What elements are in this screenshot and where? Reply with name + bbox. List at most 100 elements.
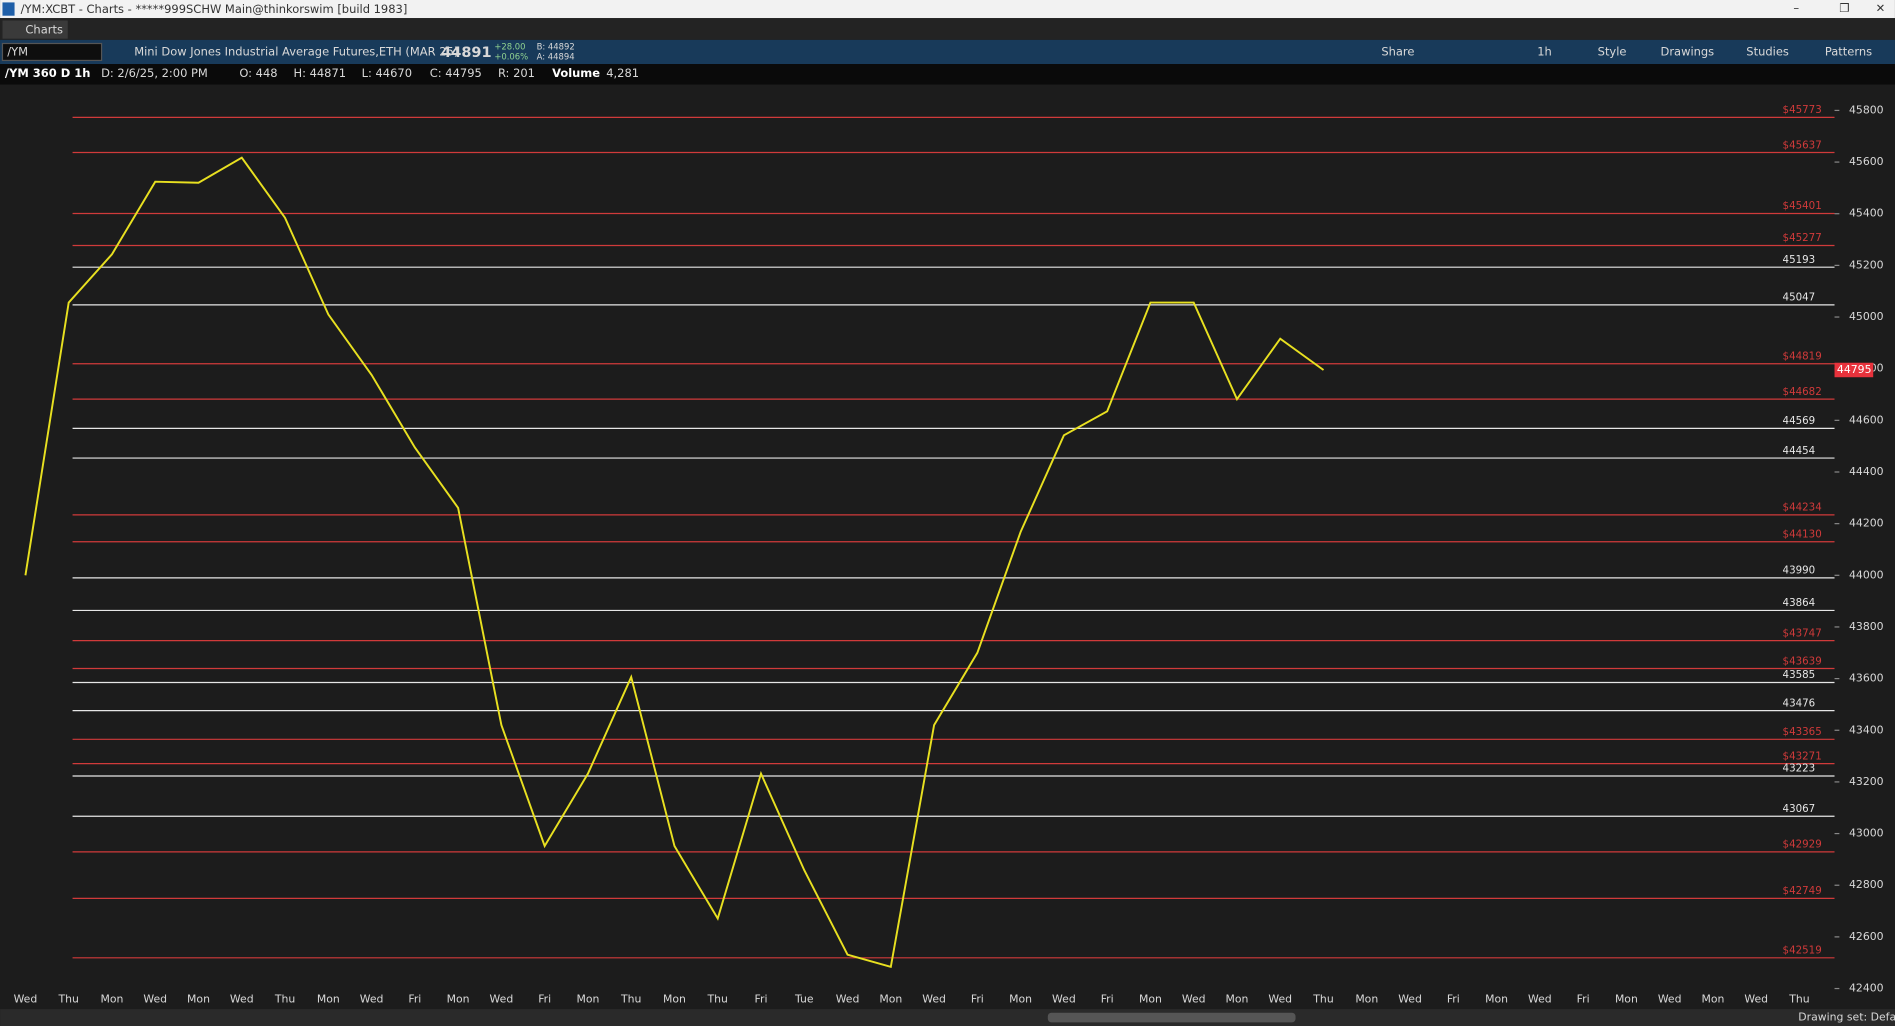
x-tick-label: Thu [620, 992, 641, 1005]
price-level-label: $45637 [1783, 139, 1822, 151]
x-tick-label: Thu [57, 992, 78, 1005]
x-tick-label: Tue [794, 992, 814, 1005]
price-level-label: $42929 [1783, 839, 1822, 851]
y-tick-label: 44000 [1849, 568, 1884, 581]
window-title: /YM:XCBT - Charts - *****999SCHW Main@th… [21, 2, 408, 16]
info-row [0, 64, 1895, 85]
x-tick-label: Mon [1139, 992, 1162, 1005]
y-tick-label: 43600 [1849, 672, 1884, 685]
symbol: /YM [7, 44, 28, 58]
x-tick-label: Fri [971, 992, 984, 1005]
price-level-label: $45401 [1783, 200, 1822, 212]
toolbar [0, 39, 1895, 65]
time-axis [0, 988, 1895, 1010]
x-tick-label: Mon [663, 992, 686, 1005]
x-tick-label: Fri [408, 992, 421, 1005]
x-tick-label: Wed [14, 992, 38, 1005]
y-tick-label: 42400 [1849, 982, 1884, 995]
x-tick-label: Mon [187, 992, 210, 1005]
x-tick-label: Mon [1226, 992, 1249, 1005]
price-line [24, 156, 1325, 969]
price-level-label: $43271 [1783, 750, 1822, 762]
change: +28.00 [494, 42, 525, 52]
x-tick-label: Mon [447, 992, 470, 1005]
tab-row [0, 18, 1895, 40]
price-level-label: $45277 [1783, 232, 1822, 244]
toolbar-button[interactable]: Patterns [1825, 44, 1872, 58]
app-icon [2, 2, 15, 16]
toolbar-button[interactable]: 1h [1537, 44, 1552, 58]
y-tick-label: 43200 [1849, 775, 1884, 788]
charts-tab[interactable] [2, 20, 68, 39]
x-tick-label: Wed [230, 992, 254, 1005]
x-tick-label: Wed [1744, 992, 1768, 1005]
price-axis [1834, 84, 1895, 989]
x-tick-label: Mon [1355, 992, 1378, 1005]
x-tick-label: Wed [1268, 992, 1292, 1005]
y-tick-label: 43000 [1849, 827, 1884, 840]
y-tick-label: 45000 [1849, 310, 1884, 323]
y-tick-label: 44400 [1849, 465, 1884, 478]
x-tick-label: Fri [755, 992, 768, 1005]
y-tick-label: 45200 [1849, 258, 1884, 271]
x-tick-label: Mon [1615, 992, 1638, 1005]
info-item: D: 2/6/25, 2:00 PM [101, 66, 208, 80]
x-tick-label: Fri [538, 992, 551, 1005]
price-level-label: $44819 [1783, 351, 1822, 363]
x-tick-label: Wed [143, 992, 167, 1005]
x-tick-label: Mon [1485, 992, 1508, 1005]
x-tick-label: Wed [1398, 992, 1422, 1005]
bid: B: 44892 [537, 42, 575, 52]
toolbar-button[interactable]: Style [1598, 44, 1627, 58]
change-pct: +0.06% [494, 51, 528, 61]
price-level-label: $43365 [1783, 726, 1822, 738]
toolbar-button[interactable]: Share [1381, 44, 1414, 58]
drawing-set: Drawing set: Default [1798, 1011, 1895, 1024]
price-level-label: $45773 [1783, 104, 1822, 116]
price-level-label: $44682 [1783, 386, 1822, 398]
info-item: 4,281 [606, 66, 639, 80]
x-tick-label: Wed [922, 992, 946, 1005]
x-tick-label: Wed [1052, 992, 1076, 1005]
scroll-thumb[interactable] [1047, 1012, 1296, 1023]
info-item: Volume [552, 66, 600, 80]
y-tick-label: 45800 [1849, 103, 1884, 116]
info-item: O: 448 [239, 66, 277, 80]
x-tick-label: Fri [1577, 992, 1590, 1005]
x-tick-label: Thu [1788, 992, 1809, 1005]
x-tick-label: Wed [490, 992, 514, 1005]
close-button[interactable]: ✕ [1876, 1, 1886, 15]
x-tick-label: Wed [1182, 992, 1206, 1005]
x-tick-label: Thu [707, 992, 728, 1005]
maximize-button[interactable]: ❐ [1839, 1, 1849, 15]
plot-area [0, 84, 1835, 989]
description: Mini Dow Jones Industrial Average Future… [134, 44, 458, 58]
tab-label: Charts [25, 23, 63, 37]
price-level-label: 43067 [1783, 803, 1816, 815]
price-level-label: $43639 [1783, 655, 1822, 667]
price-level-label: 43585 [1783, 669, 1816, 681]
price-level-label: 43223 [1783, 763, 1816, 775]
price-level-label: 44454 [1783, 445, 1816, 457]
price-level-label: 43864 [1783, 597, 1816, 609]
minimize-button[interactable]: – [1793, 1, 1799, 15]
info-item: L: 44670 [362, 66, 412, 80]
y-tick-label: 44600 [1849, 413, 1884, 426]
y-tick-label: 44200 [1849, 517, 1884, 530]
y-tick-label: 42800 [1849, 878, 1884, 891]
x-tick-label: Wed [1658, 992, 1682, 1005]
y-tick-label: 45400 [1849, 207, 1884, 220]
toolbar-button[interactable]: Studies [1746, 44, 1789, 58]
price-level-label: 43990 [1783, 565, 1816, 577]
symbol-box[interactable] [1, 42, 103, 62]
toolbar-button[interactable]: Drawings [1661, 44, 1715, 58]
price-level-label: 44569 [1783, 415, 1816, 427]
y-tick-label: 43800 [1849, 620, 1884, 633]
price-level-label: $43747 [1783, 627, 1822, 639]
price-level-label: $44130 [1783, 528, 1822, 540]
x-tick-label: Wed [360, 992, 384, 1005]
y-tick-label: 45600 [1849, 155, 1884, 168]
x-tick-label: Mon [576, 992, 599, 1005]
x-tick-label: Fri [1101, 992, 1114, 1005]
info-item: /YM 360 D 1h [5, 66, 91, 80]
